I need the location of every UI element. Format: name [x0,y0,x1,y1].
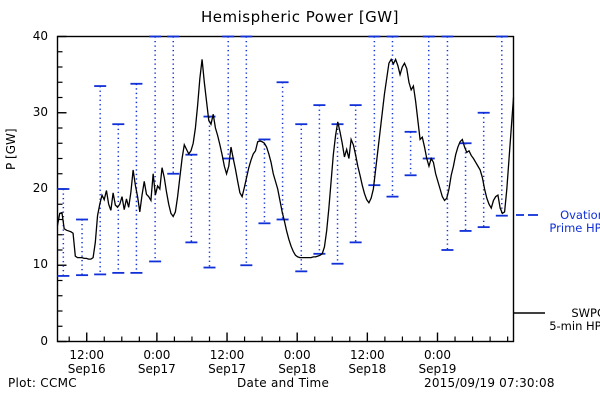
legend-label-swpc-line1: SWPC [571,306,600,320]
x-tick-label-time: 0:00 [424,347,451,362]
x-tick-label-date: Sep17 [208,361,246,376]
x-tick-label-date: Sep17 [137,361,176,376]
ovation-prime-series [57,35,508,277]
swpc-hpi-trace [56,57,515,260]
legend-label-ovation-line1: Ovation [560,208,600,222]
x-tick-label-time: 0:00 [143,347,171,362]
y-tick-label: 40 [32,28,48,43]
x-tick-label-time: 0:00 [283,347,311,362]
x-tick-label-date: Sep18 [348,361,387,376]
x-tick-label-time: 12:00 [350,347,385,362]
y-tick-label: 0 [40,333,48,348]
x-tick-label-date: Sep19 [418,361,457,376]
timestamp: 2015/09/19 07:30:08 [424,376,555,390]
legend-label-swpc-line2: 5-min HPI [549,319,600,333]
plot-frame [56,35,515,343]
page-title: Hemispheric Power [GW] [201,8,399,26]
x-tick-label-date: Sep18 [278,361,317,376]
legend-label-ovation-line2: Prime HPI [549,221,600,235]
x-axis-label: Date and Time [237,376,330,390]
plot-credit: Plot: CCMC [8,376,77,390]
y-tick-label: 20 [32,181,48,195]
y-tick-label: 10 [32,257,48,272]
x-tick-label-time: 12:00 [69,347,105,362]
x-tick-label-time: 12:00 [209,347,245,362]
y-tick-label: 30 [32,104,48,119]
x-tick-label-date: Sep16 [67,361,106,376]
